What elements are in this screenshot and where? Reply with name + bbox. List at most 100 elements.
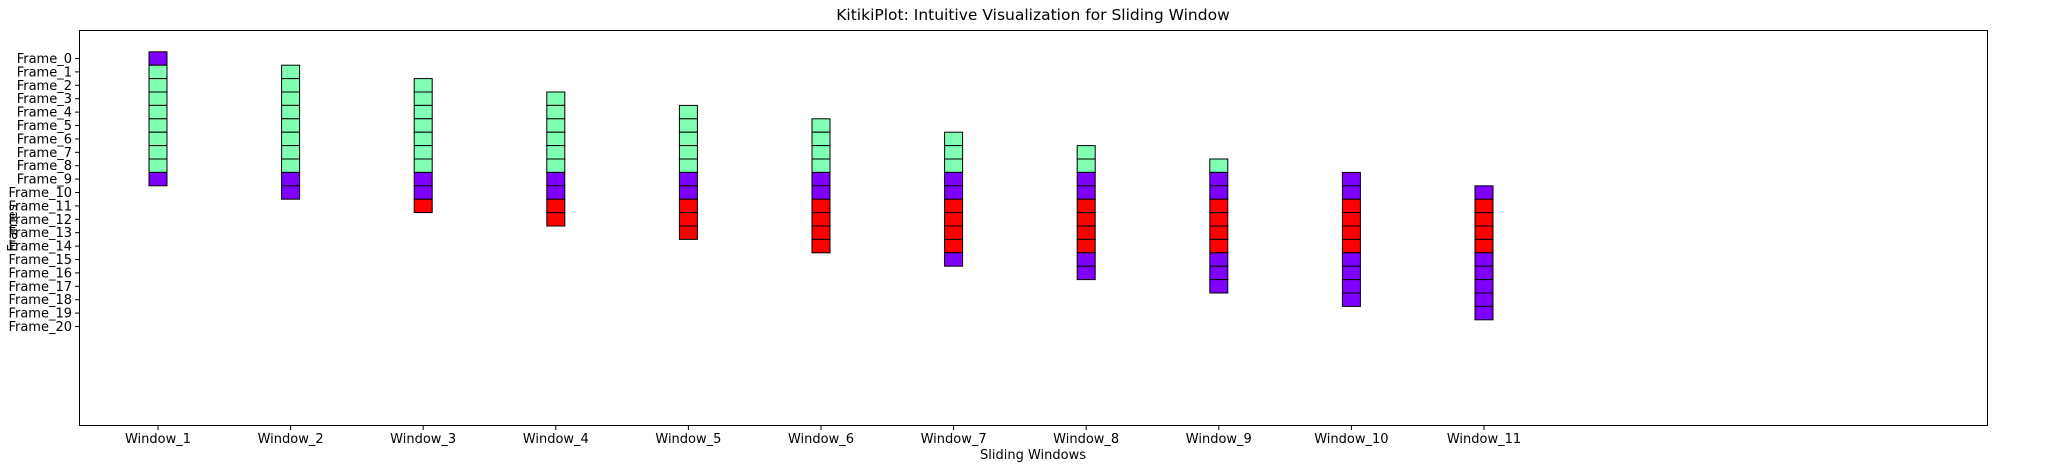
cell-window_11-frame_15 [1474, 252, 1494, 267]
cells-layer [148, 51, 1494, 321]
x-tick-label: Window_9 [1186, 432, 1252, 447]
y-tick-label: Frame_10 [8, 186, 72, 201]
cell-window_3-frame_11 [413, 198, 433, 214]
cell-window_2-frame_9 [281, 171, 301, 187]
cell-window_3-frame_8 [413, 158, 433, 173]
cell-window_6-frame_10 [811, 185, 831, 200]
y-axis-title: Frames [6, 204, 21, 252]
cell-window_7-frame_7 [944, 145, 964, 160]
cell-window_10-frame_16 [1341, 265, 1361, 281]
cell-window_5-frame_4 [678, 104, 698, 120]
cell-window_3-frame_2 [413, 78, 433, 93]
cell-window_11-frame_19 [1474, 305, 1494, 321]
y-axis: Frame_0Frame_1Frame_2Frame_3Frame_4Frame… [8, 52, 80, 335]
cell-window_3-frame_3 [413, 91, 433, 106]
cell-window_4-frame_11 [546, 198, 566, 214]
cell-window_4-frame_7 [546, 145, 566, 160]
cell-window_7-frame_6 [944, 131, 964, 147]
cell-window_11-frame_11 [1474, 198, 1494, 214]
cell-window_5-frame_12 [678, 212, 698, 227]
cell-window_1-frame_0 [148, 51, 168, 66]
cell-window_2-frame_8 [281, 158, 301, 173]
cell-window_1-frame_9 [148, 171, 168, 187]
cell-window_10-frame_13 [1341, 225, 1361, 240]
plot-frame [79, 30, 1988, 426]
y-tick-label: Frame_14 [8, 240, 72, 255]
y-tick-label: Frame_5 [17, 119, 72, 134]
cell-window_1-frame_1 [148, 64, 168, 80]
y-tick-label: Frame_12 [8, 213, 72, 228]
cell-window_5-frame_11 [678, 198, 698, 214]
cell-window_1-frame_2 [148, 78, 168, 93]
cell-window_1-frame_6 [148, 131, 168, 147]
cell-window_4-frame_5 [546, 118, 566, 133]
cell-window_4-frame_12 [546, 212, 566, 227]
cell-window_2-frame_10 [281, 185, 301, 200]
cell-window_5-frame_7 [678, 145, 698, 160]
cell-window_9-frame_8 [1209, 158, 1229, 173]
cell-window_10-frame_17 [1341, 279, 1361, 294]
cell-window_9-frame_16 [1209, 265, 1229, 281]
cell-window_11-frame_17 [1474, 279, 1494, 294]
cell-window_9-frame_12 [1209, 212, 1229, 227]
cell-window_7-frame_12 [944, 212, 964, 227]
cell-window_4-frame_9 [546, 171, 566, 187]
cell-window_9-frame_10 [1209, 185, 1229, 200]
cell-window_10-frame_12 [1341, 212, 1361, 227]
cell-window_10-frame_18 [1341, 292, 1361, 307]
cell-window_3-frame_6 [413, 131, 433, 147]
x-tick-label: Window_6 [788, 432, 854, 447]
cell-window_6-frame_13 [811, 225, 831, 240]
cell-window_11-frame_12 [1474, 212, 1494, 227]
x-tick-label: Window_7 [921, 432, 987, 447]
cell-window_5-frame_8 [678, 158, 698, 173]
cell-window_6-frame_6 [811, 131, 831, 147]
cell-window_5-frame_9 [678, 171, 698, 187]
y-tick-label: Frame_19 [8, 307, 72, 322]
cell-window_2-frame_2 [281, 78, 301, 93]
cell-window_10-frame_15 [1341, 252, 1361, 267]
cell-window_3-frame_9 [413, 171, 433, 187]
cell-window_9-frame_17 [1209, 279, 1229, 294]
y-tick-label: Frame_9 [17, 173, 72, 188]
cell-window_1-frame_7 [148, 145, 168, 160]
cell-window_6-frame_8 [811, 158, 831, 173]
chart-title: KitikiPlot: Intuitive Visualization for … [836, 6, 1230, 24]
x-tick-label: Window_4 [523, 432, 589, 447]
cell-window_8-frame_16 [1076, 265, 1096, 281]
y-tick-label: Frame_3 [17, 92, 72, 107]
cell-window_9-frame_13 [1209, 225, 1229, 240]
x-tick-label: Window_5 [655, 432, 721, 447]
cell-window_4-frame_3 [546, 91, 566, 106]
cell-window_4-frame_6 [546, 131, 566, 147]
cell-window_3-frame_4 [413, 104, 433, 120]
cell-window_3-frame_5 [413, 118, 433, 133]
x-tick-label: Window_10 [1314, 432, 1388, 447]
cell-window_6-frame_9 [811, 171, 831, 187]
cell-window_8-frame_8 [1076, 158, 1096, 173]
cell-window_10-frame_9 [1341, 171, 1361, 187]
cell-window_10-frame_14 [1341, 238, 1361, 254]
cell-window_8-frame_13 [1076, 225, 1096, 240]
cell-window_6-frame_11 [811, 198, 831, 214]
y-tick-label: Frame_20 [8, 320, 72, 335]
y-tick-label: Frame_16 [8, 266, 72, 281]
cell-window_2-frame_1 [281, 64, 301, 80]
y-tick-label: Frame_4 [17, 106, 72, 121]
cell-window_8-frame_10 [1076, 185, 1096, 200]
cell-window_8-frame_11 [1076, 198, 1096, 214]
cell-window_10-frame_10 [1341, 185, 1361, 200]
cell-window_6-frame_14 [811, 238, 831, 254]
cell-window_1-frame_4 [148, 104, 168, 120]
cell-window_7-frame_9 [944, 171, 964, 187]
y-tick-label: Frame_11 [8, 199, 72, 214]
cell-window_7-frame_15 [944, 252, 964, 267]
x-tick-label: Window_8 [1053, 432, 1119, 447]
y-tick-label: Frame_1 [17, 65, 72, 80]
cell-window_5-frame_10 [678, 185, 698, 200]
y-tick-label: Frame_2 [17, 79, 72, 94]
cell-window_7-frame_8 [944, 158, 964, 173]
cell-window_1-frame_5 [148, 118, 168, 133]
cell-window_11-frame_13 [1474, 225, 1494, 240]
